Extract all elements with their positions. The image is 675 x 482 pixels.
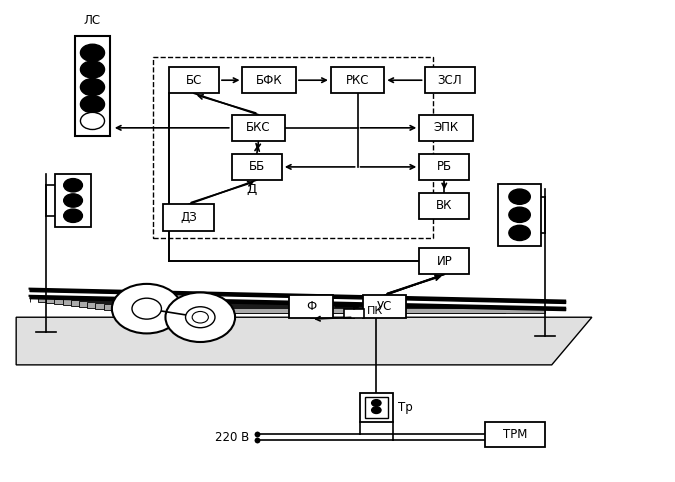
Bar — [232, 115, 286, 141]
Polygon shape — [128, 307, 506, 312]
Text: Ф: Ф — [306, 300, 316, 313]
Text: БФК: БФК — [256, 74, 283, 87]
Circle shape — [63, 179, 82, 192]
Text: ЭПК: ЭПК — [433, 121, 458, 134]
Circle shape — [165, 293, 235, 342]
Bar — [365, 397, 387, 418]
Circle shape — [80, 112, 105, 130]
Polygon shape — [112, 305, 426, 311]
Circle shape — [509, 207, 531, 222]
Bar — [419, 154, 469, 180]
Bar — [419, 115, 472, 141]
Circle shape — [186, 307, 215, 328]
Text: ДЗ: ДЗ — [180, 211, 197, 224]
Bar — [290, 295, 333, 318]
Polygon shape — [63, 299, 188, 305]
Polygon shape — [16, 317, 592, 365]
Text: Тр: Тр — [398, 401, 413, 414]
Polygon shape — [104, 304, 386, 310]
Polygon shape — [71, 300, 228, 306]
Circle shape — [112, 284, 182, 334]
Text: УС: УС — [377, 300, 392, 313]
Circle shape — [80, 61, 105, 78]
Text: ЗСЛ: ЗСЛ — [437, 74, 462, 87]
Circle shape — [132, 298, 161, 319]
Bar — [344, 308, 364, 318]
Circle shape — [63, 209, 82, 222]
Text: ИР: ИР — [437, 255, 452, 268]
Bar — [242, 67, 296, 94]
Polygon shape — [38, 297, 70, 302]
Bar — [331, 67, 384, 94]
Text: 220 В: 220 В — [215, 430, 249, 443]
Polygon shape — [79, 301, 267, 307]
Circle shape — [509, 225, 531, 241]
Bar — [169, 67, 219, 94]
Circle shape — [372, 400, 381, 406]
Circle shape — [80, 96, 105, 113]
Circle shape — [80, 44, 105, 61]
Bar — [360, 393, 393, 422]
Circle shape — [509, 189, 531, 204]
Text: ПК: ПК — [367, 306, 383, 316]
Bar — [419, 193, 469, 219]
Bar — [232, 154, 282, 180]
Text: ТРМ: ТРМ — [503, 428, 527, 441]
Bar — [153, 57, 433, 238]
Bar — [75, 36, 110, 136]
Circle shape — [372, 407, 381, 414]
Circle shape — [63, 194, 82, 207]
Polygon shape — [87, 302, 307, 308]
Text: РКС: РКС — [346, 74, 369, 87]
Text: ЛС: ЛС — [84, 13, 101, 27]
Bar — [363, 295, 406, 318]
Polygon shape — [46, 297, 109, 303]
Text: ББ: ББ — [248, 161, 265, 174]
Bar — [163, 204, 214, 230]
Text: Д: Д — [246, 183, 257, 196]
Bar — [419, 248, 469, 274]
Circle shape — [192, 311, 209, 323]
Polygon shape — [54, 298, 148, 304]
Text: БС: БС — [186, 74, 202, 87]
Bar — [425, 67, 475, 94]
Polygon shape — [120, 306, 466, 311]
Bar — [498, 184, 541, 246]
Text: ВК: ВК — [436, 200, 452, 213]
Text: РБ: РБ — [437, 161, 452, 174]
Bar — [55, 174, 92, 227]
Text: БКС: БКС — [246, 121, 271, 134]
Polygon shape — [136, 308, 545, 313]
Bar — [485, 422, 545, 447]
Polygon shape — [95, 303, 347, 309]
Circle shape — [80, 79, 105, 96]
